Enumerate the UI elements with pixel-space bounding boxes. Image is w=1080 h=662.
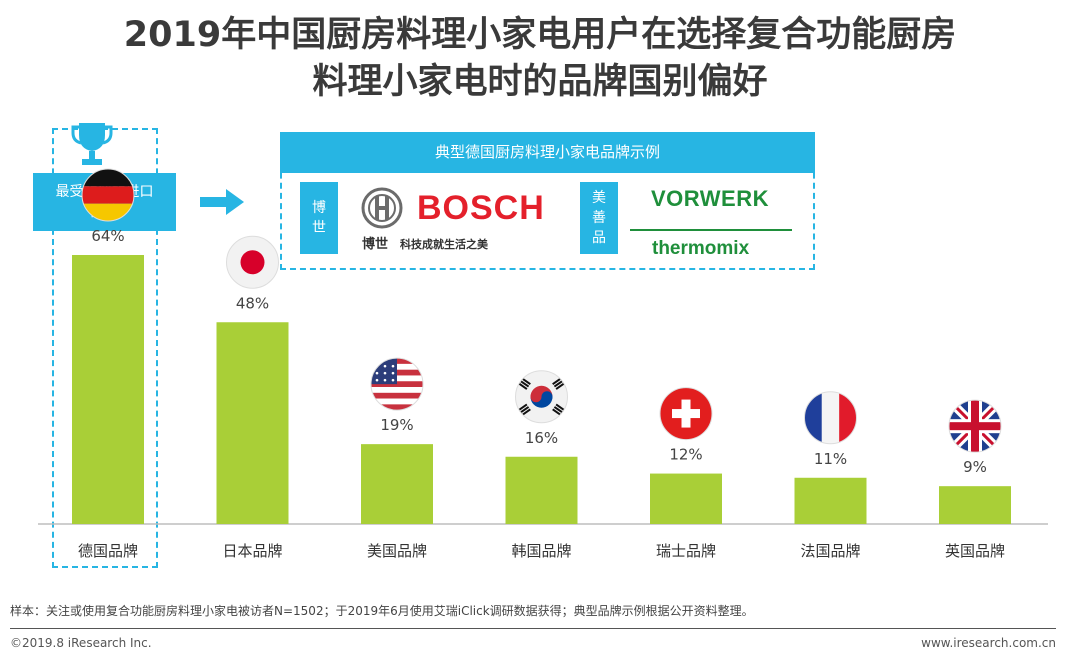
source-note: 样本：关注或使用复合功能厨房料理小家电被访者N=1502；于2019年6月使用艾…	[10, 604, 754, 618]
bosch-wordmark: BOSCH	[417, 189, 545, 227]
bar	[72, 255, 144, 524]
value-label: 11%	[814, 450, 847, 468]
korea-flag-icon	[515, 370, 568, 424]
category-label: 日本品牌	[222, 542, 282, 560]
bosch-tab-char: 世	[312, 220, 326, 236]
uk-flag-icon	[948, 399, 1002, 453]
value-label: 12%	[669, 446, 702, 464]
arrow-right-icon	[200, 189, 244, 215]
value-label: 9%	[963, 458, 987, 476]
thermomix-wordmark: thermomix	[652, 238, 750, 259]
bar	[939, 486, 1011, 524]
vorwerk-tab: 美 善 品	[580, 182, 618, 254]
value-label: 64%	[91, 227, 124, 245]
bosch-logo-icon	[361, 187, 403, 229]
website: www.iresearch.com.cn	[921, 636, 1056, 650]
bosch-chinese: 博世 科技成就生活之美	[362, 233, 488, 252]
bar	[650, 473, 722, 524]
page-title: 2019年中国厨房料理小家电用户在选择复合功能厨房 料理小家电时的品牌国别偏好	[40, 12, 1040, 106]
value-label: 16%	[525, 429, 558, 447]
vorwerk-tab-char: 品	[592, 230, 606, 246]
title-line-2: 料理小家电时的品牌国别偏好	[312, 62, 768, 102]
bosch-chinese-name: 博世	[362, 237, 389, 252]
bar-chart: 64% 德国品牌 48% 日本品牌 19% 美国品牌 16% 韩国品牌 12% 瑞士品牌 11% 法国…	[38, 168, 1048, 560]
vorwerk-divider	[630, 229, 792, 231]
vorwerk-tab-char: 善	[592, 210, 606, 226]
bar	[794, 477, 867, 524]
footer-divider	[10, 628, 1056, 629]
bosch-slogan: 科技成就生活之美	[400, 238, 489, 251]
value-label: 19%	[380, 416, 413, 434]
category-label: 瑞士品牌	[656, 542, 716, 560]
bar	[361, 444, 433, 524]
bosch-tab-char: 博	[312, 200, 326, 216]
brand-example-header: 典型德国厨房料理小家电品牌示例	[280, 132, 815, 173]
trophy-icon	[71, 123, 113, 165]
category-label: 美国品牌	[367, 542, 427, 560]
category-label: 韩国品牌	[511, 542, 571, 560]
bar	[216, 322, 289, 524]
value-label: 48%	[236, 294, 269, 312]
category-label: 法国品牌	[800, 542, 860, 560]
copyright: ©2019.8 iResearch Inc.	[10, 636, 152, 650]
germany-flag-icon	[81, 168, 135, 222]
bosch-tab: 博 世	[300, 182, 338, 254]
vorwerk-tab-char: 美	[592, 190, 606, 206]
france-flag-icon	[804, 391, 857, 445]
vorwerk-wordmark: VORWERK	[651, 186, 769, 211]
category-label: 德国品牌	[78, 542, 138, 560]
switzerland-flag-icon	[659, 387, 713, 441]
bar	[505, 456, 578, 524]
title-line-1: 2019年中国厨房料理小家电用户在选择复合功能厨房	[123, 15, 957, 55]
japan-flag-icon	[226, 235, 279, 289]
usa-flag-icon	[370, 357, 424, 411]
category-label: 英国品牌	[945, 542, 1005, 560]
